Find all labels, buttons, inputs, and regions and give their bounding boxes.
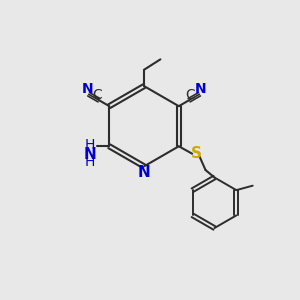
Text: N: N <box>138 165 150 180</box>
Text: H: H <box>85 138 95 152</box>
Text: S: S <box>191 146 202 161</box>
Text: C: C <box>186 88 196 102</box>
Text: N: N <box>84 147 96 162</box>
Text: C: C <box>93 88 102 102</box>
Text: N: N <box>81 82 93 96</box>
Text: N: N <box>195 82 207 96</box>
Text: H: H <box>85 155 95 169</box>
